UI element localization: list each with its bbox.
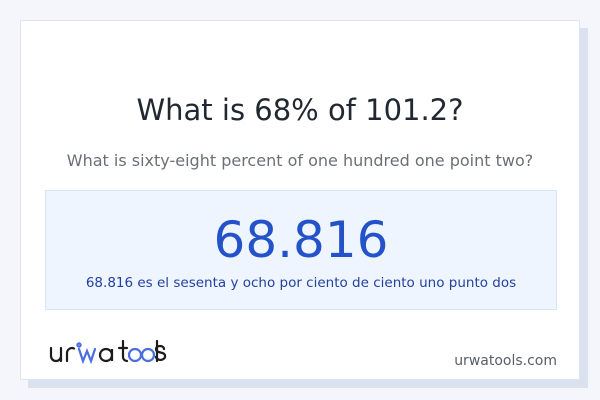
result-box: 68.816 68.816 es el sesenta y ocho por c… [45, 190, 557, 310]
site-link[interactable]: urwatools.com [454, 353, 557, 369]
result-card: What is 68% of 101.2? What is sixty-eigh… [20, 20, 580, 380]
page-title: What is 68% of 101.2? [136, 93, 464, 127]
result-value: 68.816 [213, 211, 389, 269]
result-description: 68.816 es el sesenta y ocho por ciento d… [85, 275, 517, 291]
urwatools-logo [49, 339, 169, 369]
page-subtitle: What is sixty-eight percent of one hundr… [66, 151, 534, 170]
